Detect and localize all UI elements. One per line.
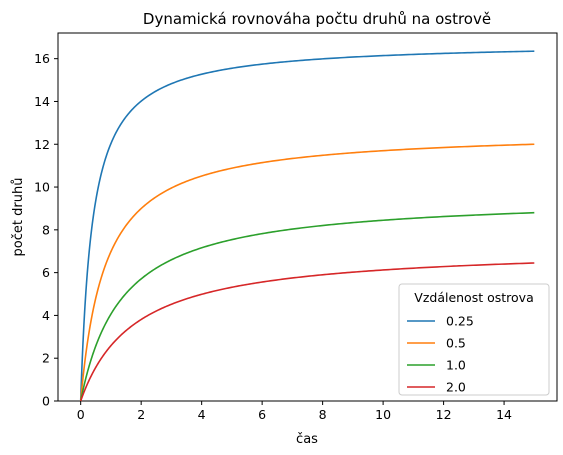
y-axis-label: počet druhů <box>11 178 26 257</box>
x-tick-label: 10 <box>375 407 391 422</box>
plot-frame <box>57 32 558 402</box>
x-tick-label: 0 <box>77 407 85 422</box>
y-tick-label: 16 <box>34 51 50 66</box>
x-tick-label: 2 <box>137 407 145 422</box>
y-tick-label: 2 <box>42 351 50 366</box>
y-tick-label: 8 <box>42 222 50 237</box>
series-line-0.5 <box>79 143 535 402</box>
x-tick-label: 14 <box>496 407 512 422</box>
legend-title: Vzdálenost ostrova <box>414 290 533 305</box>
series-line-0.25 <box>79 50 535 402</box>
legend-label-1.0: 1.0 <box>446 358 466 373</box>
legend-label-0.5: 0.5 <box>446 336 466 351</box>
legend-frame <box>398 283 550 396</box>
y-tick-label: 6 <box>42 265 50 280</box>
y-tick-label: 10 <box>34 180 50 195</box>
x-tick-label: 8 <box>319 407 327 422</box>
legend: Vzdálenost ostrova 0.25 0.5 1.0 2.0 <box>398 283 550 396</box>
x-tick-label: 6 <box>258 407 266 422</box>
y-tick-label: 12 <box>34 137 50 152</box>
x-axis-label: čas <box>296 432 318 447</box>
legend-label-0.25: 0.25 <box>446 314 474 329</box>
x-tick-label: 4 <box>198 407 206 422</box>
series-line-1.0 <box>79 211 535 402</box>
chart-title: Dynamická rovnováha počtu druhů na ostro… <box>143 10 491 28</box>
plot-area: 0 2 4 6 8 10 12 14 0 2 4 6 8 10 12 14 16 <box>34 32 558 422</box>
y-tick-label: 0 <box>42 394 50 409</box>
y-tick-label: 4 <box>42 308 50 323</box>
x-tick-label: 12 <box>436 407 452 422</box>
legend-label-2.0: 2.0 <box>446 380 466 395</box>
series-line-2.0 <box>79 262 535 402</box>
y-tick-label: 14 <box>34 94 50 109</box>
